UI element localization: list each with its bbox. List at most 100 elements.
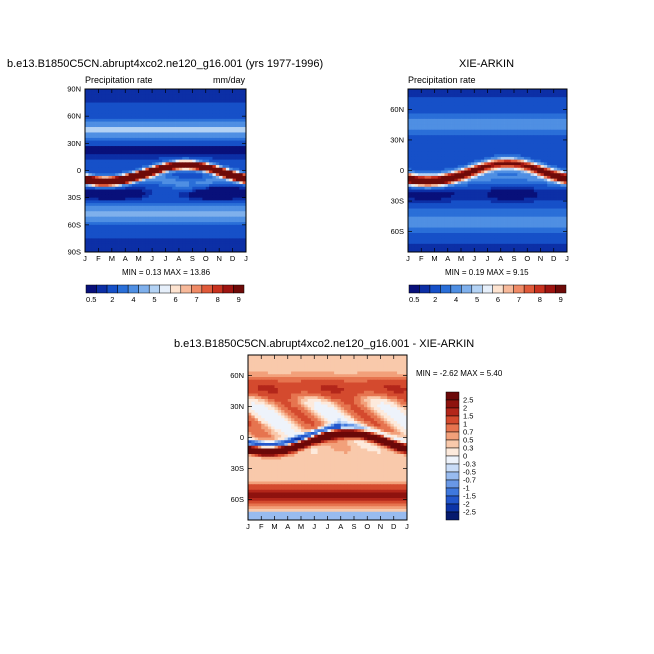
heatmap-cell <box>444 105 449 109</box>
heatmap-cell <box>497 113 502 117</box>
heatmap-cell <box>85 159 89 163</box>
heatmap-cell <box>192 249 197 253</box>
heatmap-cell <box>148 186 153 190</box>
heatmap-cell <box>222 208 227 212</box>
heatmap-cell <box>451 113 455 117</box>
heatmap-cell <box>533 121 538 125</box>
heatmap-cell <box>108 194 113 199</box>
heatmap-cell <box>434 197 439 201</box>
heatmap-cell <box>441 162 445 166</box>
heatmap-cell <box>215 116 220 120</box>
heatmap-cell <box>155 192 160 196</box>
heatmap-cell <box>175 232 180 237</box>
heatmap-cell <box>421 143 425 147</box>
heatmap-cell <box>457 167 462 171</box>
heatmap-cell <box>91 216 96 220</box>
heatmap-cell <box>145 140 150 144</box>
heatmap-cell <box>101 175 106 180</box>
heatmap-cell <box>553 97 558 101</box>
heatmap-cell <box>470 197 475 201</box>
heatmap-cell <box>225 241 230 245</box>
heatmap-cell <box>188 113 193 117</box>
heatmap-cell <box>199 219 203 223</box>
heatmap-cell <box>239 230 244 234</box>
heatmap-cell <box>487 167 492 171</box>
heatmap-cell <box>225 146 230 150</box>
heatmap-cell <box>91 151 96 155</box>
heatmap-cell <box>168 110 173 114</box>
heatmap-cell <box>504 154 508 158</box>
heatmap-cell <box>175 200 180 204</box>
heatmap-cell <box>507 146 512 150</box>
heatmap-cell <box>530 121 535 125</box>
heatmap-cell <box>514 118 518 122</box>
heatmap-cell <box>205 249 210 253</box>
heatmap-cell <box>225 137 230 142</box>
heatmap-cell <box>98 97 103 101</box>
heatmap-cell <box>101 194 106 199</box>
heatmap-cell <box>158 232 163 237</box>
heatmap-cell <box>494 189 498 193</box>
heatmap-cell <box>105 159 109 163</box>
heatmap-cell <box>199 213 203 218</box>
heatmap-cell <box>121 102 126 106</box>
heatmap-cell <box>202 219 207 223</box>
heatmap-cell <box>215 89 220 93</box>
heatmap-cell <box>444 124 449 128</box>
heatmap-cell <box>175 94 180 98</box>
heatmap-cell <box>111 238 116 242</box>
heatmap-cell <box>414 197 419 201</box>
heatmap-cell <box>500 89 505 93</box>
heatmap-cell <box>530 127 535 131</box>
heatmap-cell <box>175 124 180 128</box>
heatmap-cell <box>192 200 197 204</box>
heatmap-cell <box>165 184 170 188</box>
heatmap-cell <box>178 94 183 98</box>
heatmap-cell <box>242 203 247 207</box>
heatmap-cell <box>504 184 508 188</box>
heatmap-cell <box>560 167 565 171</box>
heatmap-cell <box>507 203 512 207</box>
heatmap-cell <box>239 170 244 174</box>
heatmap-cell <box>199 189 203 193</box>
heatmap-cell <box>195 124 200 128</box>
panel1-units-label: mm/day <box>213 75 246 85</box>
heatmap-cell <box>188 140 193 144</box>
heatmap-cell <box>225 99 230 103</box>
heatmap-cell <box>145 216 150 220</box>
heatmap-cell <box>91 211 96 215</box>
heatmap-cell <box>229 230 233 234</box>
heatmap-cell <box>209 121 213 125</box>
heatmap-cell <box>507 137 512 142</box>
heatmap-cell <box>530 137 535 142</box>
heatmap-cell <box>470 135 475 139</box>
heatmap-cell <box>510 146 515 150</box>
heatmap-cell <box>128 151 133 155</box>
heatmap-cell <box>461 105 465 109</box>
heatmap-cell <box>205 213 210 218</box>
heatmap-cell <box>215 224 220 228</box>
heatmap-cell <box>121 124 126 128</box>
heatmap-cell <box>95 154 99 158</box>
heatmap-cell <box>128 99 133 103</box>
heatmap-cell <box>165 178 170 182</box>
heatmap-cell <box>494 146 498 150</box>
heatmap-cell <box>128 208 133 212</box>
heatmap-cell <box>165 102 170 106</box>
heatmap-cell <box>484 97 488 101</box>
heatmap-cell <box>155 154 160 158</box>
heatmap-cell <box>484 137 488 142</box>
heatmap-cell <box>101 89 106 93</box>
heatmap-cell <box>172 124 176 128</box>
heatmap-cell <box>142 230 146 234</box>
heatmap-cell <box>557 102 561 106</box>
heatmap-cell <box>111 162 116 166</box>
heatmap-cell <box>514 137 518 142</box>
y-tick-label: 30S <box>68 193 81 202</box>
heatmap-cell <box>192 211 197 215</box>
heatmap-cell <box>158 208 163 212</box>
heatmap-cell <box>95 175 99 180</box>
heatmap-cell <box>520 99 525 103</box>
heatmap-cell <box>229 137 233 142</box>
heatmap-cell <box>500 170 505 174</box>
